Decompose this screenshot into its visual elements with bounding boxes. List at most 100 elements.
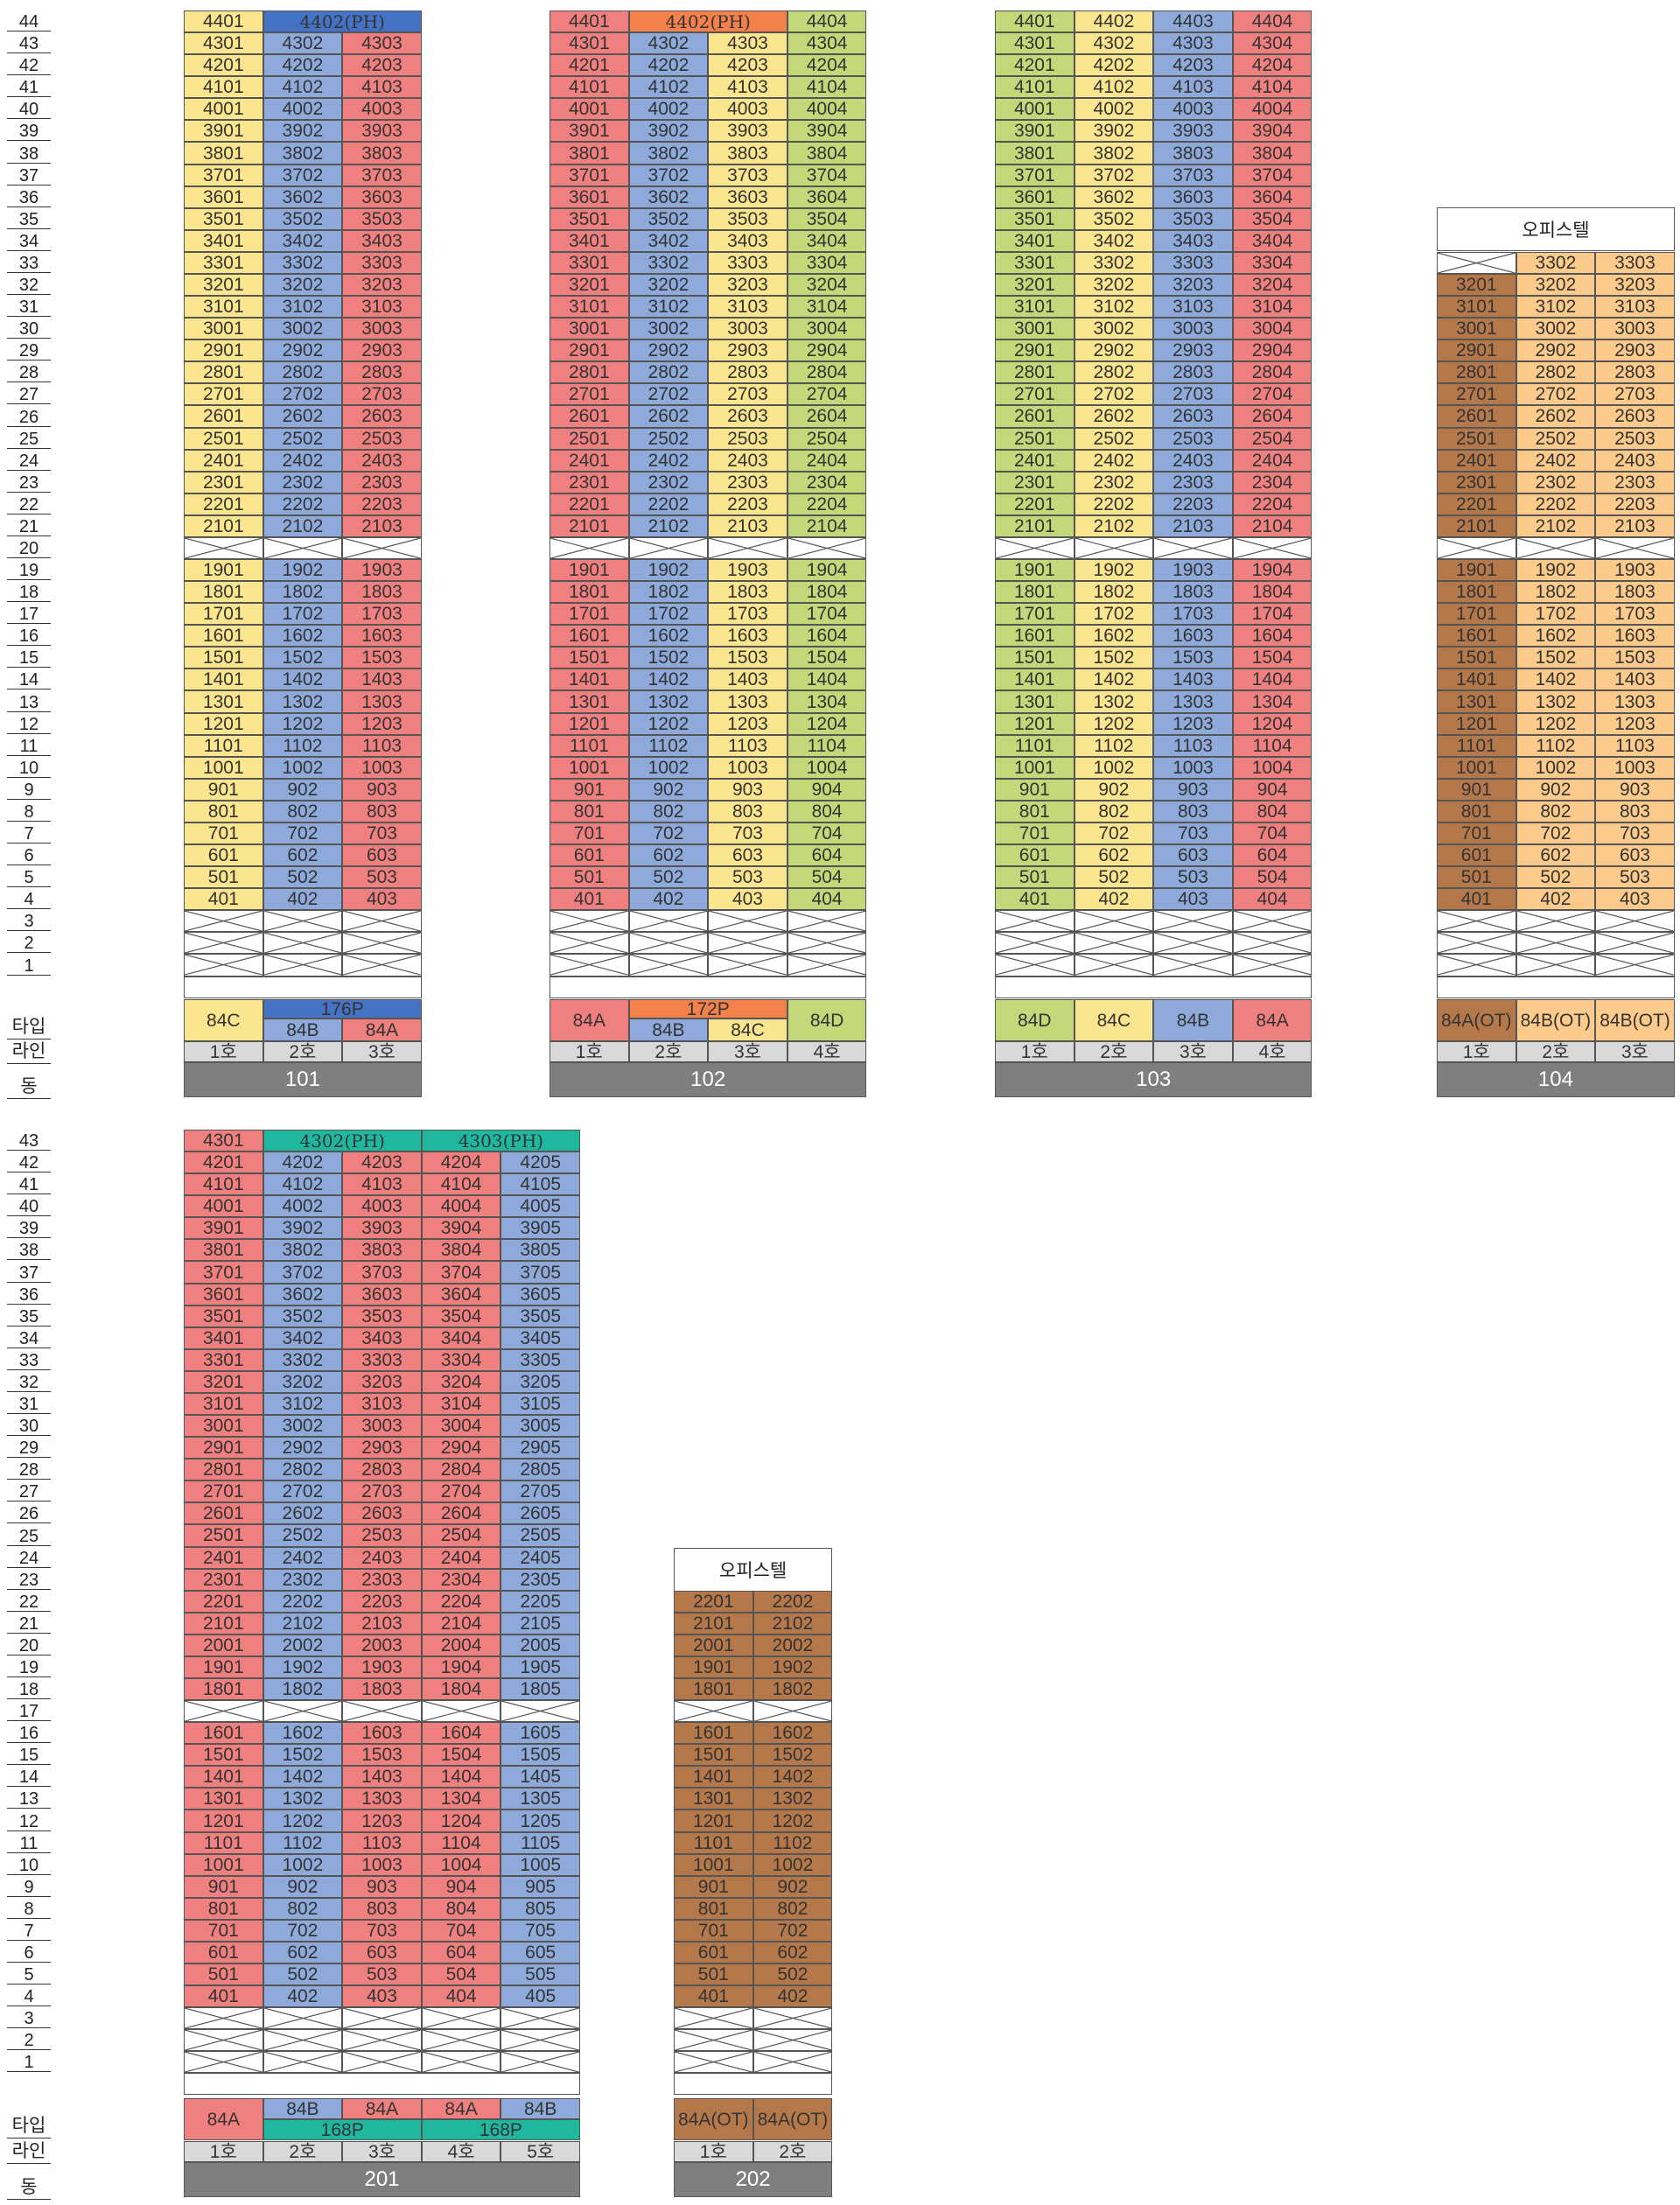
unit-cell: 4101 bbox=[995, 76, 1074, 99]
unit-cell: 401 bbox=[674, 1985, 753, 2008]
unit-cell: 3303 bbox=[1595, 251, 1675, 274]
line-cell: 4호 bbox=[1232, 1041, 1312, 1062]
unit-cell: 3001 bbox=[1437, 318, 1516, 340]
unit-cell: 2203 bbox=[1153, 493, 1233, 515]
spacer-103 bbox=[995, 976, 1312, 998]
bottom-floor-label-23: 23 bbox=[7, 1568, 51, 1590]
unit-cell: 1903 bbox=[342, 1656, 422, 1678]
unit-cell: 1004 bbox=[421, 1853, 501, 1876]
unit-cell: 2901 bbox=[184, 1437, 263, 1460]
unit-cell: 2801 bbox=[550, 361, 629, 384]
unit-cell: 4203 bbox=[708, 54, 788, 77]
top-floor-label-21: 21 bbox=[7, 514, 51, 536]
unit-cell: 1403 bbox=[1595, 668, 1675, 691]
unit-cell: 2402 bbox=[1074, 449, 1154, 472]
unit-cell: 604 bbox=[421, 1941, 501, 1964]
unit-cell: 4201 bbox=[184, 54, 263, 77]
unit-cell: 904 bbox=[787, 778, 867, 801]
blocked-cell-103 bbox=[1153, 910, 1233, 933]
blocked-cell-104 bbox=[1437, 932, 1516, 955]
unit-cell: 3204 bbox=[787, 273, 867, 297]
unit-cell: 1303 bbox=[1595, 690, 1675, 713]
unit-cell: 1101 bbox=[1437, 734, 1516, 757]
unit-cell: 1304 bbox=[787, 690, 867, 713]
unit-cell: 4205 bbox=[500, 1152, 580, 1174]
unit-cell: 3402 bbox=[262, 1326, 343, 1349]
top-floor-label-14: 14 bbox=[7, 668, 51, 690]
unit-cell: 1905 bbox=[500, 1656, 580, 1678]
unit-cell: 3303 bbox=[708, 251, 788, 274]
unit-cell: 1402 bbox=[262, 668, 343, 691]
unit-cell: 3704 bbox=[787, 164, 867, 186]
unit-cell: 2802 bbox=[262, 1459, 343, 1481]
bottom-floor-label-25: 25 bbox=[7, 1523, 51, 1546]
unit-cell: 4301 bbox=[995, 32, 1074, 55]
type-cell: 84A bbox=[184, 2098, 263, 2140]
top-floor-label-33: 33 bbox=[7, 251, 51, 273]
blocked-cell-201 bbox=[184, 2007, 263, 2030]
unit-cell: 1901 bbox=[184, 559, 263, 582]
unit-cell: 4301 bbox=[184, 1130, 263, 1152]
top-floor-label-1: 1 bbox=[7, 953, 51, 976]
building-101-label: 101 bbox=[184, 1062, 422, 1097]
unit-cell: 1301 bbox=[184, 690, 263, 713]
unit-cell: 4401 bbox=[184, 10, 263, 33]
unit-cell: 2402 bbox=[262, 1546, 343, 1569]
unit-cell: 1804 bbox=[787, 581, 867, 604]
unit-cell: 2604 bbox=[421, 1502, 501, 1525]
unit-cell: 4101 bbox=[184, 1173, 263, 1196]
unit-cell: 1103 bbox=[708, 734, 788, 757]
unit-cell: 3002 bbox=[628, 318, 709, 340]
blocked-cell-101 bbox=[342, 536, 422, 559]
unit-cell: 2401 bbox=[1437, 449, 1516, 472]
type-cell: 84B bbox=[628, 1018, 709, 1041]
unit-cell: 4204 bbox=[421, 1152, 501, 1174]
unit-cell: 4101 bbox=[184, 76, 263, 99]
blocked-cell-202 bbox=[674, 1700, 753, 1723]
unit-cell: 1405 bbox=[500, 1766, 580, 1788]
blocked-cell-103 bbox=[1153, 536, 1233, 559]
unit-cell: 403 bbox=[342, 1985, 422, 2008]
unit-cell: 2902 bbox=[1516, 340, 1596, 362]
unit-cell: 2403 bbox=[1153, 449, 1233, 472]
unit-cell: 1204 bbox=[421, 1810, 501, 1832]
unit-cell: 2603 bbox=[342, 1502, 422, 1525]
unit-cell: 2403 bbox=[342, 449, 422, 472]
unit-cell: 3201 bbox=[184, 1370, 263, 1393]
type-cell: 84B bbox=[262, 2098, 343, 2119]
line-cell: 5호 bbox=[500, 2141, 580, 2162]
unit-cell: 1505 bbox=[500, 1744, 580, 1767]
unit-cell: 4003 bbox=[342, 98, 422, 121]
line-cell: 2호 bbox=[262, 2141, 343, 2162]
unit-cell: 404 bbox=[787, 888, 867, 911]
blocked-cell-104 bbox=[1516, 932, 1596, 955]
unit-cell: 1001 bbox=[184, 1853, 263, 1876]
unit-cell: 1803 bbox=[1153, 581, 1233, 604]
unit-cell: 4401 bbox=[550, 10, 629, 33]
unit-cell: 1301 bbox=[674, 1788, 753, 1810]
top-floor-label-44: 44 bbox=[7, 10, 51, 32]
line-cell: 2호 bbox=[628, 1041, 709, 1062]
unit-cell: 3302 bbox=[628, 251, 709, 274]
unit-cell: 2303 bbox=[1153, 471, 1233, 494]
unit-cell: 1502 bbox=[262, 647, 343, 669]
unit-cell: 2805 bbox=[500, 1459, 580, 1481]
unit-cell: 3902 bbox=[262, 1217, 343, 1240]
blocked-cell-102 bbox=[550, 536, 629, 559]
unit-cell: 703 bbox=[1153, 822, 1233, 845]
unit-cell: 1804 bbox=[1232, 581, 1312, 604]
unit-cell: 1404 bbox=[1232, 668, 1312, 691]
unit-cell: 4303 bbox=[708, 32, 788, 55]
top-building-row-label: 동 bbox=[7, 1066, 51, 1099]
top-floor-label-27: 27 bbox=[7, 382, 51, 405]
type-cell: 84C bbox=[708, 1018, 788, 1041]
unit-cell: 1901 bbox=[995, 559, 1074, 582]
unit-cell: 2404 bbox=[421, 1546, 501, 1569]
unit-cell: 2801 bbox=[995, 361, 1074, 384]
unit-cell: 2302 bbox=[1074, 471, 1154, 494]
unit-cell: 902 bbox=[628, 778, 709, 801]
unit-cell: 504 bbox=[787, 866, 867, 889]
blocked-cell-103 bbox=[995, 932, 1074, 955]
unit-cell: 1202 bbox=[262, 712, 343, 735]
unit-cell: 2101 bbox=[184, 514, 263, 537]
